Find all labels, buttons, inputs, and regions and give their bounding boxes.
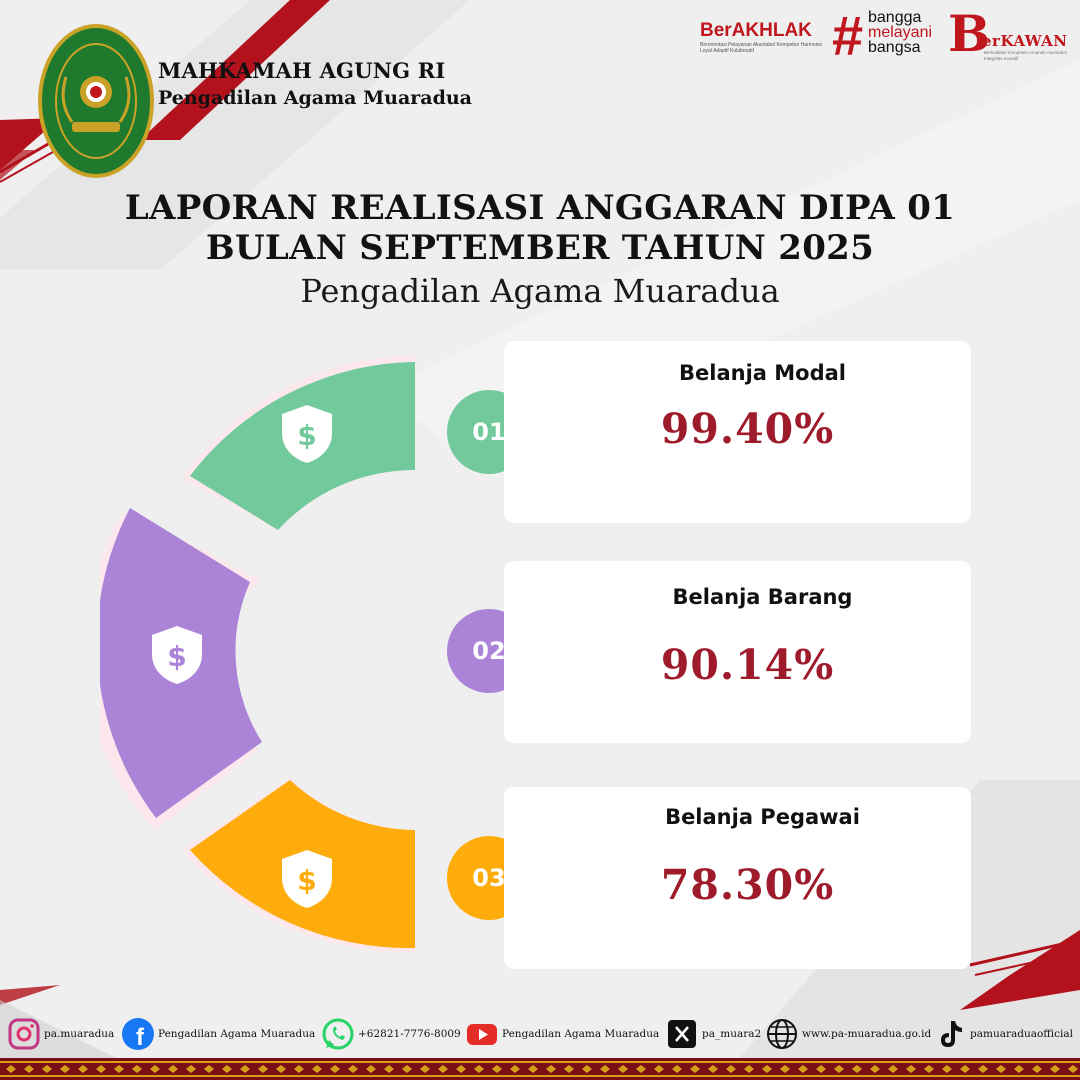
facebook-name: Pengadilan Agama Muaradua	[158, 1028, 316, 1040]
card-percent: 90.14%	[660, 641, 835, 689]
shield-dollar-icon: $	[282, 405, 332, 463]
whatsapp-number: +62821-7776-8009	[358, 1028, 461, 1040]
footer-whatsapp[interactable]: +62821-7776-8009	[320, 1014, 461, 1054]
x-handle: pa_muara2	[702, 1028, 762, 1040]
title-line-3: Pengadilan Agama Muaradua	[300, 272, 780, 310]
arc-segments: $ $ $	[100, 355, 415, 953]
court-seal-logo	[36, 22, 156, 180]
facebook-icon: f	[120, 1016, 156, 1052]
footer-x[interactable]: pa_muara2	[664, 1014, 761, 1054]
tiktok-icon	[932, 1016, 968, 1052]
bangga-text: bangga	[868, 9, 922, 26]
svg-text:f: f	[136, 1024, 145, 1051]
whatsapp-icon	[320, 1016, 356, 1052]
berakhlak-subtext: Berorientasi Pelayanan Akuntabel Kompete…	[700, 42, 823, 54]
svg-text:$: $	[297, 419, 316, 452]
berkawan-b: B	[948, 4, 991, 63]
card-belanja-barang: Belanja Barang 90.14%	[504, 561, 971, 743]
songket-border-decor	[0, 1058, 1080, 1080]
berkawan-word: erKAWAN	[982, 32, 1068, 50]
globe-icon	[764, 1016, 800, 1052]
organization-name: MAHKAMAH AGUNG RI Pengadilan Agama Muara…	[158, 58, 472, 109]
title-line-2: BULAN SEPTEMBER TAHUN 2025	[205, 228, 875, 268]
title-line-1: LAPORAN REALISASI ANGGARAN DIPA 01	[124, 188, 956, 228]
instagram-handle: pa.muaradua	[44, 1028, 115, 1040]
berakhlak-text: BerAKHLAK	[700, 20, 812, 41]
youtube-icon	[464, 1016, 500, 1052]
footer-tiktok[interactable]: pamuaraduaofficial	[932, 1014, 1073, 1054]
shield-dollar-icon: $	[282, 850, 332, 908]
campaign-logos: BerAKHLAK Berorientasi Pelayanan Akuntab…	[700, 4, 1078, 70]
card-category: Belanja Modal	[679, 361, 846, 385]
hashtag-symbol: #	[832, 4, 864, 67]
bangga-melayani-bangsa-logo: bangga melayani bangsa	[868, 9, 933, 56]
report-title: LAPORAN REALISASI ANGGARAN DIPA 01 BULAN…	[0, 188, 1080, 310]
footer-instagram[interactable]: pa.muaradua	[6, 1014, 114, 1054]
card-belanja-modal: Belanja Modal 99.40%	[504, 341, 971, 523]
card-category: Belanja Barang	[672, 585, 853, 609]
x-icon	[664, 1016, 700, 1052]
berakhlak-logo: BerAKHLAK Berorientasi Pelayanan Akuntab…	[700, 20, 830, 54]
footer-facebook[interactable]: f Pengadilan Agama Muaradua	[120, 1014, 315, 1054]
berkawan-subtext: Berkualitas Kompeten Amanah Akuntabel In…	[984, 50, 1067, 61]
card-category: Belanja Pegawai	[665, 805, 860, 829]
card-belanja-pegawai: Belanja Pegawai 78.30%	[504, 787, 971, 969]
card-percent: 99.40%	[660, 405, 835, 453]
footer-youtube[interactable]: Pengadilan Agama Muaradua	[464, 1014, 659, 1054]
website-url: www.pa-muaradua.go.id	[802, 1028, 932, 1040]
svg-text:$: $	[297, 864, 316, 897]
card-percent: 78.30%	[660, 861, 835, 909]
tiktok-handle: pamuaraduaofficial	[970, 1028, 1073, 1040]
footer-contacts: pa.muaradua f Pengadilan Agama Muaradua …	[0, 1014, 1080, 1054]
instagram-icon	[6, 1016, 42, 1052]
svg-text:$: $	[167, 640, 186, 673]
youtube-name: Pengadilan Agama Muaradua	[502, 1028, 660, 1040]
shield-dollar-icon: $	[152, 626, 202, 684]
org-line-2: Pengadilan Agama Muaradua	[158, 87, 472, 109]
berkawan-logo: B erKAWAN Berkualitas Kompeten Amanah Ak…	[948, 4, 1078, 70]
bangsa-text: bangsa	[868, 39, 921, 56]
footer-website[interactable]: www.pa-muaradua.go.id	[764, 1014, 931, 1054]
org-line-1: MAHKAMAH AGUNG RI	[158, 58, 446, 83]
melayani-text: melayani	[868, 24, 933, 41]
